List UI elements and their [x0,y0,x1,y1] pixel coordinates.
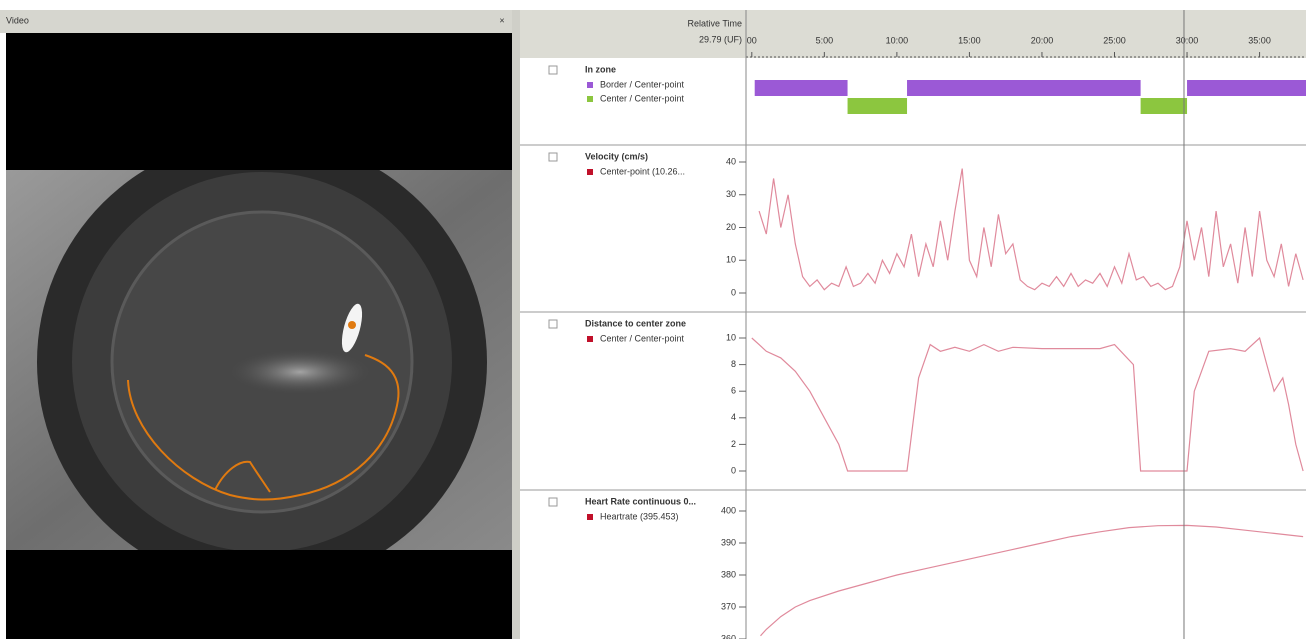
zone-bar [1141,98,1187,114]
close-button[interactable]: × [499,15,504,25]
legend-label: Heartrate (395.453) [600,511,679,521]
x-tick-label: 20:00 [1031,35,1054,45]
x-tick-label: 25:00 [1103,35,1126,45]
series-line [752,338,1303,471]
video-title: Video [6,15,29,25]
legend-swatch [587,336,593,342]
series-line [759,169,1303,290]
x-tick-label: 10:00 [886,35,909,45]
zone-bar [848,98,907,114]
video-title-bar [0,10,512,33]
zone-bar [907,80,1141,96]
splitter[interactable] [512,10,520,639]
y-tick-label: 20 [726,222,736,232]
y-tick-label: 390 [721,537,736,547]
y-tick-label: 40 [726,156,736,166]
y-tick-label: 370 [721,601,736,611]
x-tick-label: 35:00 [1248,35,1271,45]
collapse-toggle[interactable] [549,153,557,161]
legend-swatch [587,514,593,520]
cursor-time: 29.79 (UF) [699,34,742,44]
time-axis-label: Relative Time [687,18,742,28]
legend-label: Center-point (10.26... [600,166,685,176]
legend-label: Center / Center-point [600,333,685,343]
y-tick-label: 10 [726,255,736,265]
x-tick-label: 30:00 [1176,35,1199,45]
collapse-toggle[interactable] [549,498,557,506]
x-tick-label: 5:00 [816,35,834,45]
y-tick-label: 10 [726,332,736,342]
legend-swatch [587,96,593,102]
x-tick-label: 00 [747,35,757,45]
panel-title: In zone [585,64,616,74]
x-tick-label: 15:00 [958,35,981,45]
y-tick-label: 6 [731,386,736,396]
y-tick-label: 380 [721,569,736,579]
collapse-toggle[interactable] [549,66,557,74]
panel-title: Velocity (cm/s) [585,151,648,161]
collapse-toggle[interactable] [549,320,557,328]
y-tick-label: 0 [731,465,736,475]
zone-bar [1187,80,1306,96]
y-tick-label: 400 [721,505,736,515]
legend-label: Border / Center-point [600,79,685,89]
arena-image [6,137,512,587]
y-tick-label: 0 [731,287,736,297]
zone-bar [755,80,848,96]
y-tick-label: 8 [731,359,736,369]
top-strip [0,0,1306,10]
series-line [761,525,1304,635]
y-tick-label: 30 [726,189,736,199]
legend-swatch [587,82,593,88]
y-tick-label: 4 [731,412,736,422]
panel-title: Heart Rate continuous 0... [585,496,696,506]
y-tick-label: 360 [721,633,736,639]
legend-label: Center / Center-point [600,93,685,103]
screen: Video × Relative Time 29.79 (UF) 005:001… [0,0,1306,639]
panel-title: Distance to center zone [585,318,686,328]
y-tick-label: 2 [731,439,736,449]
legend-swatch [587,169,593,175]
time-header [520,10,1306,58]
